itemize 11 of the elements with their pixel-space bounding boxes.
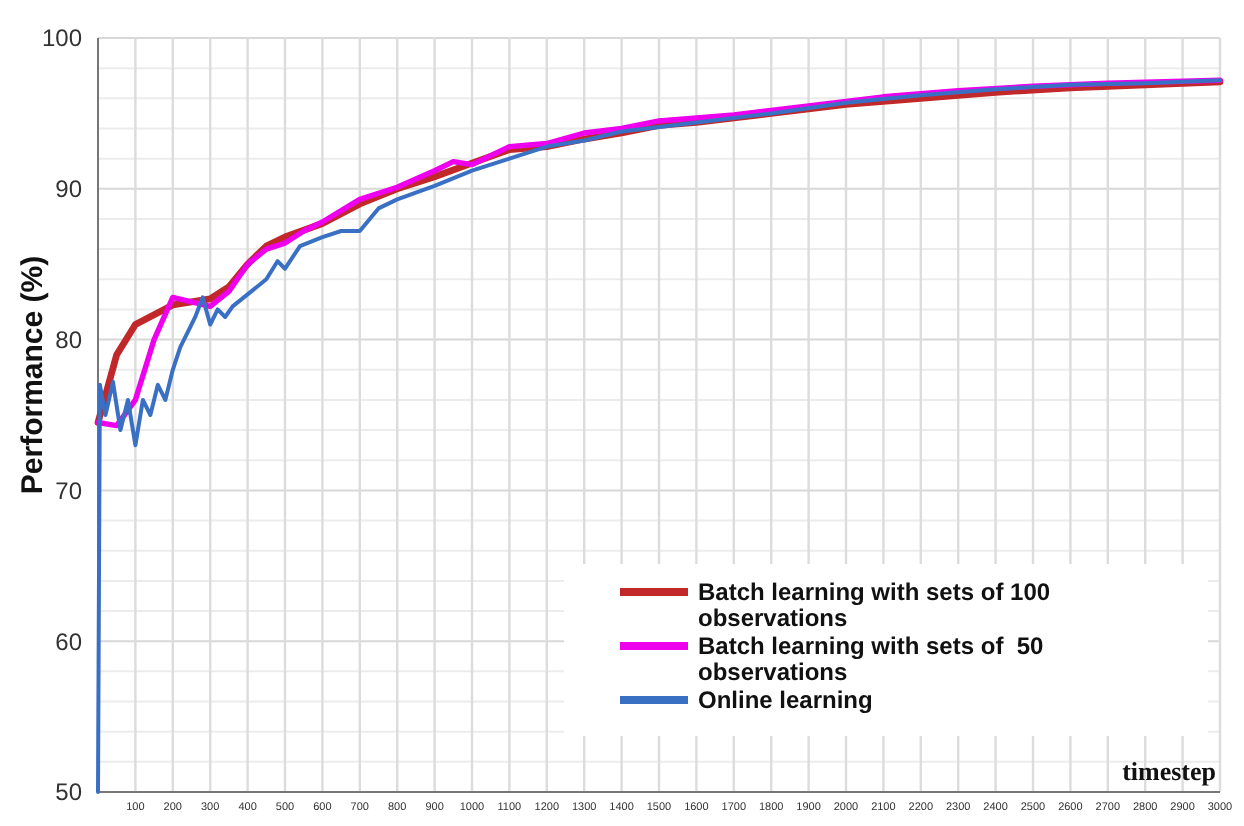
legend-label: Batch learning with sets of 50 observations <box>698 632 1045 687</box>
legend-label: Batch learning with sets of 100 observations <box>698 578 1051 633</box>
y-tick-label: 90 <box>55 175 83 204</box>
legend-label: Online learning <box>698 686 873 715</box>
y-tick-label: 60 <box>55 627 83 656</box>
x-axis-title: timestep <box>1122 756 1216 786</box>
y-axis-title: Performance (%) <box>16 255 50 495</box>
y-tick-label: 70 <box>55 476 83 505</box>
y-tick-label: 50 <box>55 778 83 807</box>
y-tick-label: 100 <box>41 24 83 53</box>
y-tick-label: 80 <box>55 326 83 354</box>
